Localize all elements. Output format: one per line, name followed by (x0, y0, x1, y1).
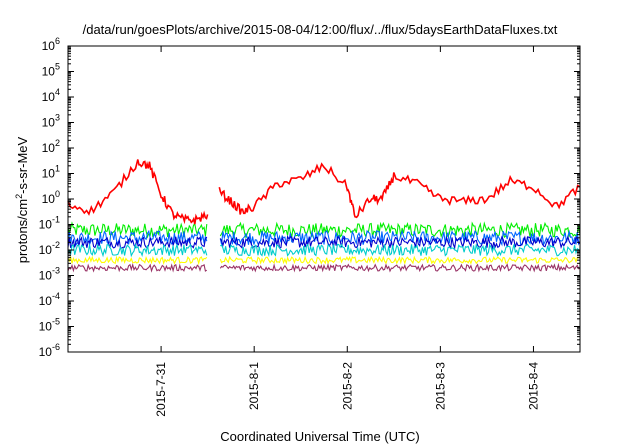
series-line-0000cc-seg1 (219, 234, 581, 251)
x-tick-label: 2015-7-31 (154, 362, 168, 417)
y-tick-label: 10-2 (39, 240, 60, 257)
x-tick-label: 2015-8-4 (526, 362, 540, 410)
y-tick-label: 10-6 (39, 342, 60, 359)
y-tick-label: 101 (42, 164, 60, 181)
y-tick-label: 104 (42, 87, 60, 104)
series-line-00cccc-seg1 (220, 243, 581, 258)
series-line-ff0000-seg1 (218, 162, 581, 219)
series-line-ffff00-seg1 (219, 255, 581, 265)
series-line-ff0000-seg0 (67, 159, 209, 225)
y-tick-label: 10-1 (39, 215, 60, 232)
y-tick-label: 106 (42, 36, 60, 53)
series-line-0066ff-seg1 (219, 229, 581, 247)
y-tick-label: 10-3 (39, 266, 60, 283)
series-layer (67, 159, 581, 273)
y-tick-label: 105 (42, 62, 60, 79)
series-line-0000cc-seg0 (67, 236, 208, 249)
x-tick-label: 2015-8-3 (433, 362, 447, 410)
series-line-00cccc-seg0 (67, 243, 208, 258)
x-axis-title: Coordinated Universal Time (UTC) (220, 429, 420, 444)
x-tick-label: 2015-8-1 (247, 362, 261, 410)
plot-frame (67, 45, 581, 353)
y-tick-label: 10-5 (39, 317, 60, 334)
y-tick-label: 100 (42, 189, 60, 206)
series-line-993366-seg1 (219, 262, 581, 273)
series-line-00ee00-seg1 (219, 221, 581, 240)
y-tick-label: 103 (42, 113, 60, 130)
y-tick-label: 10-4 (39, 291, 60, 308)
series-line-993366-seg0 (67, 262, 208, 273)
chart-title: /data/run/goesPlots/archive/2015-08-04/1… (82, 22, 558, 37)
y-tick-label: 102 (42, 138, 60, 155)
ticks-layer: 10-6 10-5 10-4 10-3 10-2 10-1 100 101 102 103 104 1… (39, 36, 580, 417)
x-tick-label: 2015-8-2 (340, 362, 354, 410)
series-line-ffff00-seg0 (67, 255, 208, 266)
